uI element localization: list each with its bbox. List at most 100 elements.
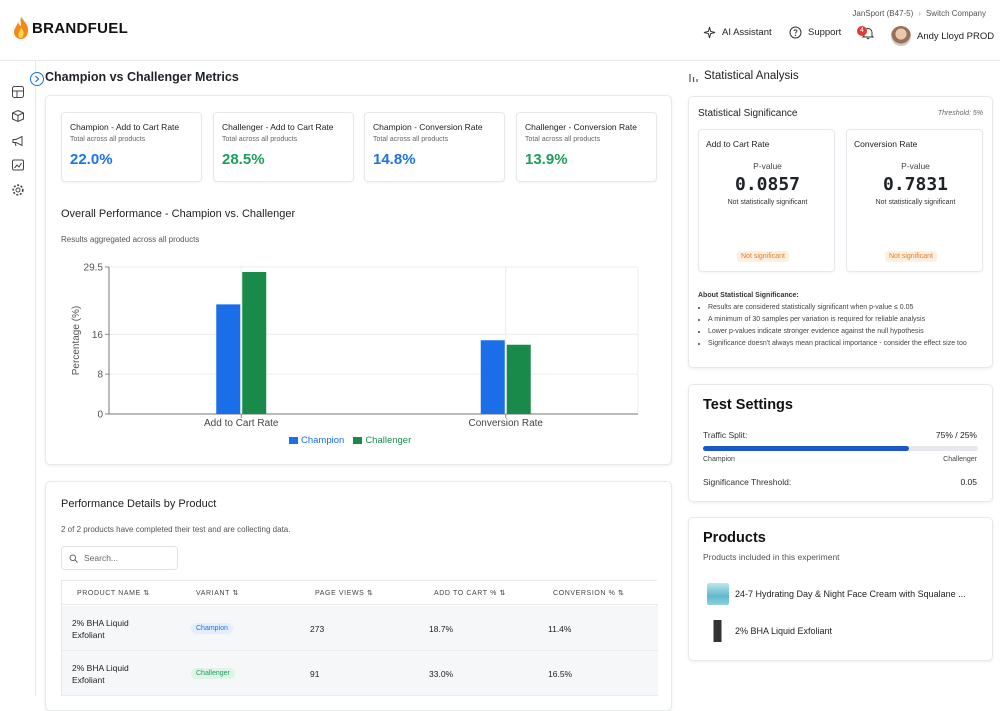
metric-subtitle: Total across all products — [525, 136, 601, 143]
details-title: Performance Details by Product — [61, 498, 217, 510]
about-item: A minimum of 30 samples per variation is… — [708, 314, 983, 326]
add-to-cart-cell: 18.7% — [429, 624, 454, 634]
user-menu[interactable]: Andy Lloyd PROD — [891, 26, 994, 46]
traffic-split-bar — [703, 446, 978, 451]
threshold-label: Significance Threshold: — [703, 477, 792, 487]
about-item: Results are considered statistically sig… — [708, 302, 983, 314]
metric-subtitle: Total across all products — [70, 136, 146, 143]
product-thumbnail — [707, 620, 729, 642]
pvalue-card-title: Add to Cart Rate — [706, 139, 770, 149]
metric-title: Challenger - Conversion Rate — [525, 122, 637, 132]
metric-value: 13.9% — [525, 151, 568, 168]
product-name: 24-7 Hydrating Day & Night Face Cream wi… — [735, 589, 966, 599]
bar-chart-icon — [689, 74, 698, 82]
table-row[interactable]: 2% BHA Liquid Exfoliant Champion 273 18.7… — [62, 606, 658, 651]
switch-company-link[interactable]: Switch Company — [925, 9, 986, 18]
metric-card: Champion - Add to Cart Rate Total across… — [61, 112, 202, 182]
product-item[interactable]: 2% BHA Liquid Exfoliant — [707, 620, 832, 642]
y-tick-label: 16 — [92, 330, 104, 341]
statistical-analysis-title: Statistical Analysis — [704, 70, 799, 82]
bar-champion-conversion-rate — [480, 340, 505, 414]
sparkle-icon — [703, 26, 716, 39]
chart-subtitle: Results aggregated across all products — [61, 235, 200, 244]
top-bar: BRANDFUEL JanSport (B47-5) › Switch Compan… — [0, 0, 1000, 61]
chevron-right-icon — [35, 75, 40, 83]
metric-subtitle: Total across all products — [222, 136, 298, 143]
search-input[interactable]: Search... — [61, 546, 178, 570]
y-tick-label: 29.5 — [84, 263, 104, 274]
test-settings-panel — [688, 384, 993, 502]
variant-badge: Champion — [191, 623, 233, 634]
split-left-label: Champion — [703, 456, 735, 463]
about-title: About Statistical Significance: — [698, 292, 799, 299]
threshold-value: 0.05 — [960, 477, 977, 487]
flame-icon — [14, 17, 29, 39]
product-name-cell: 2% BHA Liquid Exfoliant — [72, 663, 129, 685]
pvalue-card: Conversion Rate P-value 0.7831 Not stati… — [846, 129, 983, 272]
column-header-add-to-cart[interactable]: ADD TO CART % ⇅ — [434, 590, 506, 597]
notification-badge: 4 — [857, 26, 867, 36]
y-tick-label: 8 — [97, 370, 103, 381]
ai-assistant-button[interactable]: AI Assistant — [703, 26, 772, 39]
table-row[interactable]: 2% BHA Liquid Exfoliant Challenger 91 33.… — [62, 651, 658, 696]
support-label: Support — [808, 27, 842, 38]
product-item[interactable]: 24-7 Hydrating Day & Night Face Cream wi… — [707, 583, 966, 605]
x-tick-label: Conversion Rate — [469, 418, 544, 429]
pvalue-card: Add to Cart Rate P-value 0.0857 Not stat… — [698, 129, 835, 272]
pvalue-label: P-value — [901, 161, 930, 171]
metric-card: Champion - Conversion Rate Total across … — [364, 112, 505, 182]
test-settings-title: Test Settings — [703, 397, 793, 413]
settings-gear-icon[interactable] — [11, 183, 25, 197]
add-to-cart-cell: 33.0% — [429, 669, 454, 679]
column-header-variant[interactable]: VARIANT ⇅ — [196, 590, 239, 597]
metric-subtitle: Total across all products — [373, 136, 449, 143]
search-placeholder: Search... — [84, 553, 119, 563]
image-chart-icon[interactable] — [11, 158, 25, 172]
significance-note: Not statistically significant — [727, 199, 808, 206]
metric-title: Champion - Add to Cart Rate — [70, 122, 180, 132]
page-views-cell: 91 — [310, 669, 320, 679]
sidebar-toggle-button[interactable] — [30, 72, 44, 86]
product-thumbnail — [707, 583, 729, 605]
y-axis-label: Percentage (%) — [71, 306, 82, 375]
pvalue-value: 0.7831 — [882, 174, 949, 195]
support-button[interactable]: Support — [789, 26, 841, 39]
layout-grid-icon[interactable] — [11, 85, 25, 99]
about-item: Lower p-values indicate stronger evidenc… — [708, 326, 983, 338]
traffic-split-label: Traffic Split: — [703, 430, 748, 440]
significance-panel — [688, 96, 993, 368]
pvalue-card-title: Conversion Rate — [854, 139, 918, 149]
company-name: JanSport (B47-5) — [852, 9, 914, 18]
pvalue-value: 0.0857 — [734, 174, 801, 195]
traffic-split-value: 75% / 25% — [935, 430, 977, 440]
traffic-split-fill — [703, 446, 910, 451]
product-name: 2% BHA Liquid Exfoliant — [735, 626, 833, 636]
megaphone-icon[interactable] — [11, 134, 25, 148]
metric-card: Challenger - Conversion Rate Total acros… — [516, 112, 657, 182]
ai-assistant-label: AI Assistant — [722, 27, 772, 38]
bar-challenger-add-to-cart-rate — [242, 271, 267, 414]
column-header-product-name[interactable]: PRODUCT NAME ⇅ — [77, 590, 150, 597]
column-header-conversion[interactable]: CONVERSION % ⇅ — [553, 590, 625, 597]
threshold-note: Threshold: 5% — [937, 110, 983, 117]
brand-name: BRANDFUEL — [32, 19, 129, 37]
chart-title: Overall Performance - Champion vs. Chall… — [61, 208, 296, 220]
legend-swatch-challenger — [353, 437, 363, 444]
column-header-page-views[interactable]: PAGE VIEWS ⇅ — [315, 590, 374, 597]
significance-badge: Not significant — [737, 251, 789, 262]
search-icon — [69, 554, 78, 563]
legend-label-champion: Champion — [301, 435, 345, 446]
details-subtitle: 2 of 2 products have completed their tes… — [61, 525, 291, 534]
brand-logo[interactable]: BRANDFUEL — [12, 16, 128, 40]
bar-challenger-conversion-rate — [506, 344, 531, 414]
metric-value: 28.5% — [222, 151, 265, 168]
sidebar — [0, 61, 36, 696]
variant-badge: Challenger — [191, 668, 235, 679]
products-subtitle: Products included in this experiment — [703, 552, 840, 562]
box-icon[interactable] — [11, 109, 25, 123]
y-tick-label: 0 — [97, 410, 103, 421]
metric-value: 22.0% — [70, 151, 113, 168]
chart-legend: Champion Challenger — [289, 435, 411, 446]
significance-title: Statistical Significance — [698, 108, 798, 119]
legend-label-challenger: Challenger — [365, 435, 412, 446]
